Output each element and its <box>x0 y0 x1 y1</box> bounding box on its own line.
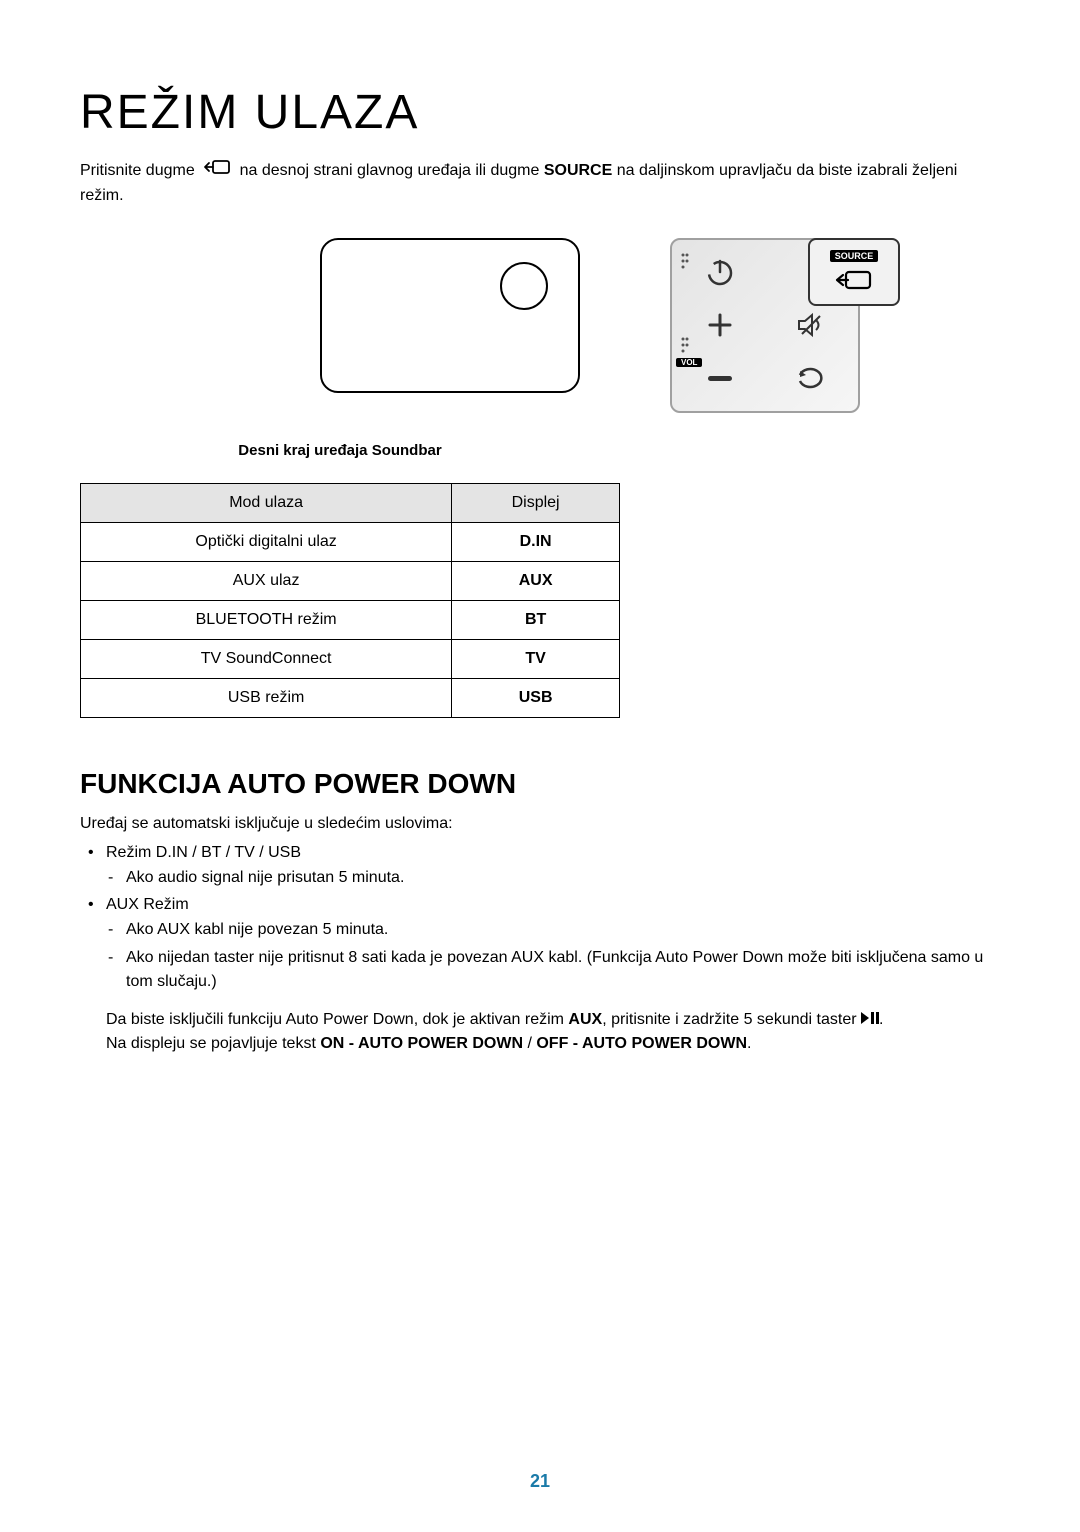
table-header-mode: Mod ulaza <box>81 484 452 523</box>
soundbar-button-circle <box>500 262 548 310</box>
table-cell: USB <box>452 679 620 718</box>
page-number: 21 <box>0 1471 1080 1492</box>
mode1-title: Režim D.IN / BT / TV / USB <box>106 844 301 861</box>
mode-item-1: Režim D.IN / BT / TV / USB Ako audio sig… <box>106 844 1000 890</box>
remote-diagram: VOL SOURCE <box>670 238 890 428</box>
table-cell: TV SoundConnect <box>81 640 452 679</box>
intro-source-word: SOURCE <box>544 162 612 179</box>
closing-p1a: Da biste isključili funkciju Auto Power … <box>106 1011 568 1028</box>
intro-paragraph: Pritisnite dugme na desnoj strani glavno… <box>80 158 1000 208</box>
table-cell: AUX ulaz <box>81 562 452 601</box>
mode-item-2: AUX Režim Ako AUX kabl nije povezan 5 mi… <box>106 896 1000 994</box>
source-callout: SOURCE <box>808 238 900 306</box>
source-callout-icon <box>834 266 874 294</box>
auto-off-intro: Uređaj se automatski isključuje u sledeć… <box>80 812 1000 836</box>
table-header-display: Displej <box>452 484 620 523</box>
closing-p1b: , pritisnite i zadržite 5 sekundi taster <box>602 1011 861 1028</box>
vol-up-icon <box>682 302 757 348</box>
table-cell: USB režim <box>81 679 452 718</box>
closing-p2b: . <box>747 1035 751 1052</box>
auto-power-down-heading: FUNKCIJA AUTO POWER DOWN <box>80 768 1000 800</box>
table-row: TV SoundConnectTV <box>81 640 620 679</box>
table-cell: AUX <box>452 562 620 601</box>
soundbar-body <box>320 238 580 393</box>
diagrams-row: VOL SOURCE <box>210 238 1000 428</box>
mute-icon <box>773 302 848 348</box>
table-row: AUX ulazAUX <box>81 562 620 601</box>
closing-on: ON - AUTO POWER DOWN <box>320 1035 523 1052</box>
power-icon <box>682 250 757 296</box>
closing-p2a: Na displeju se pojavljuje tekst <box>106 1035 320 1052</box>
closing-sep: / <box>523 1035 536 1052</box>
mode2-sub1: Ako AUX kabl nije povezan 5 minuta. <box>126 918 1000 942</box>
mode1-sub1: Ako audio signal nije prisutan 5 minuta. <box>126 866 1000 890</box>
page-title: REŽIM ULAZA <box>80 85 1000 140</box>
table-cell: BT <box>452 601 620 640</box>
modes-list: Režim D.IN / BT / TV / USB Ako audio sig… <box>80 844 1000 994</box>
table-row: Optički digitalni ulazD.IN <box>81 523 620 562</box>
table-cell: D.IN <box>452 523 620 562</box>
closing-p1c: . <box>879 1011 883 1028</box>
soundbar-diagram <box>320 238 580 428</box>
table-cell: Optički digitalni ulaz <box>81 523 452 562</box>
closing-paragraph: Da biste isključili funkciju Auto Power … <box>80 1008 1000 1056</box>
repeat-icon <box>773 355 848 401</box>
table-cell: BLUETOOTH režim <box>81 601 452 640</box>
intro-text-1: Pritisnite dugme <box>80 162 195 179</box>
mode2-title: AUX Režim <box>106 896 189 913</box>
soundbar-caption: Desni kraj uređaja Soundbar <box>210 442 470 459</box>
table-row: BLUETOOTH režimBT <box>81 601 620 640</box>
table-header-row: Mod ulaza Displej <box>81 484 620 523</box>
table-cell: TV <box>452 640 620 679</box>
closing-off: OFF - AUTO POWER DOWN <box>536 1035 747 1052</box>
vol-down-icon <box>682 355 757 401</box>
source-callout-label: SOURCE <box>830 250 879 262</box>
play-pause-icon <box>861 1008 879 1032</box>
table-row: USB režimUSB <box>81 679 620 718</box>
mode2-sub2: Ako nijedan taster nije pritisnut 8 sati… <box>126 946 1000 994</box>
input-mode-table: Mod ulaza Displej Optički digitalni ulaz… <box>80 483 620 718</box>
source-icon <box>203 158 231 184</box>
intro-text-2: na desnoj strani glavnog uređaja ili dug… <box>240 162 540 179</box>
closing-aux: AUX <box>568 1011 602 1028</box>
